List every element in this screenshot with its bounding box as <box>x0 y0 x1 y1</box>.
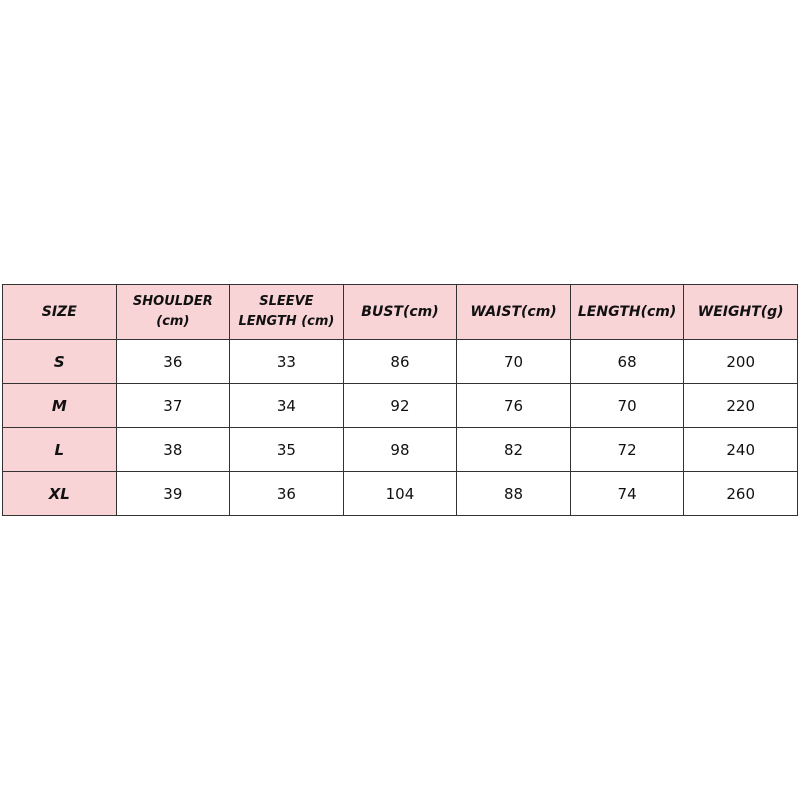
value-cell: 86 <box>342 339 458 384</box>
value-cell: 36 <box>229 471 344 516</box>
header-shoulder: SHOULDER (cm) <box>115 284 231 340</box>
header-weight: WEIGHT(g) <box>683 284 798 340</box>
header-length: LENGTH(cm) <box>569 284 685 340</box>
value-cell: 33 <box>229 339 344 384</box>
size-cell: S <box>2 339 117 384</box>
table-row: L 38 35 98 82 72 240 <box>2 427 798 472</box>
value-cell: 200 <box>683 339 798 384</box>
value-cell: 82 <box>456 427 571 472</box>
value-cell: 72 <box>569 427 685 472</box>
value-cell: 34 <box>229 383 344 428</box>
value-cell: 74 <box>569 471 685 516</box>
value-cell: 92 <box>342 383 458 428</box>
value-cell: 260 <box>683 471 798 516</box>
header-line: (cm) <box>156 314 190 329</box>
table-row: XL 39 36 104 88 74 260 <box>2 471 798 516</box>
value-cell: 240 <box>683 427 798 472</box>
value-cell: 36 <box>115 339 231 384</box>
value-cell: 68 <box>569 339 685 384</box>
header-line: SLEEVE <box>259 294 314 309</box>
value-cell: 76 <box>456 383 571 428</box>
value-cell: 70 <box>456 339 571 384</box>
value-cell: 104 <box>342 471 458 516</box>
value-cell: 70 <box>569 383 685 428</box>
header-sleeve-length: SLEEVE LENGTH (cm) <box>229 284 344 340</box>
value-cell: 220 <box>683 383 798 428</box>
header-bust: BUST(cm) <box>342 284 458 340</box>
header-line: LENGTH (cm) <box>238 314 335 329</box>
header-waist: WAIST(cm) <box>456 284 571 340</box>
value-cell: 37 <box>115 383 231 428</box>
size-chart-table: SIZE SHOULDER (cm) SLEEVE LENGTH (cm) BUST… <box>2 284 798 516</box>
table-row: M 37 34 92 76 70 220 <box>2 383 798 428</box>
size-cell: M <box>2 383 117 428</box>
value-cell: 38 <box>115 427 231 472</box>
header-line: SHOULDER <box>132 294 213 309</box>
header-size: SIZE <box>2 284 117 340</box>
value-cell: 98 <box>342 427 458 472</box>
value-cell: 39 <box>115 471 231 516</box>
value-cell: 88 <box>456 471 571 516</box>
header-row: SIZE SHOULDER (cm) SLEEVE LENGTH (cm) BUST… <box>2 284 798 340</box>
table-row: S 36 33 86 70 68 200 <box>2 339 798 384</box>
value-cell: 35 <box>229 427 344 472</box>
size-cell: XL <box>2 471 117 516</box>
size-cell: L <box>2 427 117 472</box>
